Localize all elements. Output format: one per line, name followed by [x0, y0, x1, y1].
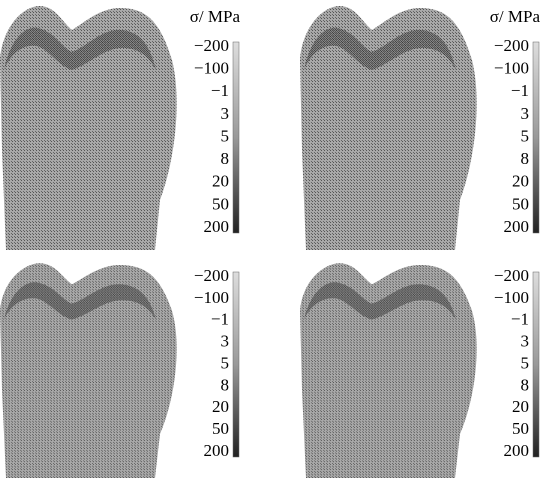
scale-label: 20 [512, 172, 529, 191]
scale-label: 3 [521, 332, 530, 351]
scale-label: 8 [221, 149, 230, 168]
scale-label: 50 [512, 419, 529, 438]
color-scale [233, 42, 239, 233]
unit-label: σ/ MPa [490, 7, 541, 26]
scale-label: −200 [194, 266, 229, 285]
scale-label: 5 [221, 353, 230, 372]
scale-label: 200 [204, 441, 230, 460]
color-scale [533, 42, 539, 233]
unit-label: σ/ MPa [190, 7, 241, 26]
scale-label: 3 [521, 104, 530, 123]
scale-label: 20 [512, 397, 529, 416]
scale-label: 5 [521, 353, 530, 372]
color-scale [233, 272, 239, 457]
scale-label: −100 [194, 59, 229, 78]
scale-label: 200 [504, 441, 530, 460]
tooth-plot [300, 6, 477, 250]
scale-label: 5 [521, 126, 530, 145]
scale-label: 5 [221, 126, 230, 145]
scale-label: −100 [494, 59, 529, 78]
scale-label: −1 [211, 310, 229, 329]
scale-label: −100 [494, 288, 529, 307]
figure: σ/ MPa −200 −100 −1 3 5 8 20 50 200 σ/ MPa −200 −100… [0, 0, 542, 479]
color-scale [533, 272, 539, 457]
scale-label: 50 [512, 194, 529, 213]
scale-label: 8 [521, 375, 530, 394]
scale-label: 200 [204, 217, 230, 236]
tooth-plot [300, 263, 477, 478]
scale-label: −100 [194, 288, 229, 307]
scale-label: 50 [212, 194, 229, 213]
scale-label: −1 [511, 310, 529, 329]
scale-label: 20 [212, 397, 229, 416]
scale-label: −200 [494, 266, 529, 285]
scale-label: 200 [504, 217, 530, 236]
scale-label: 8 [221, 375, 230, 394]
scale-label: 50 [212, 419, 229, 438]
tooth-plot [0, 6, 177, 250]
scale-label: 3 [221, 104, 230, 123]
scale-label: 8 [521, 149, 530, 168]
scale-label: −1 [211, 81, 229, 100]
scale-label: 20 [212, 172, 229, 191]
scale-label: −200 [194, 36, 229, 55]
tooth-plot [0, 263, 177, 478]
scale-label: −1 [511, 81, 529, 100]
scale-label: 3 [221, 332, 230, 351]
scale-label: −200 [494, 36, 529, 55]
